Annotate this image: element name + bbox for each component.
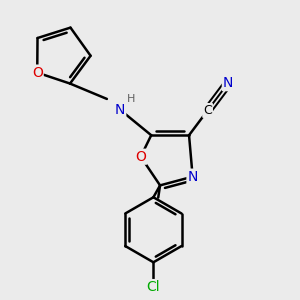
Text: O: O: [32, 66, 43, 80]
Text: O: O: [135, 150, 146, 164]
Text: N: N: [115, 103, 125, 117]
Text: N: N: [223, 76, 233, 90]
Text: Cl: Cl: [147, 280, 160, 294]
Text: C: C: [203, 104, 212, 117]
Text: N: N: [188, 169, 198, 184]
Text: H: H: [127, 94, 135, 104]
